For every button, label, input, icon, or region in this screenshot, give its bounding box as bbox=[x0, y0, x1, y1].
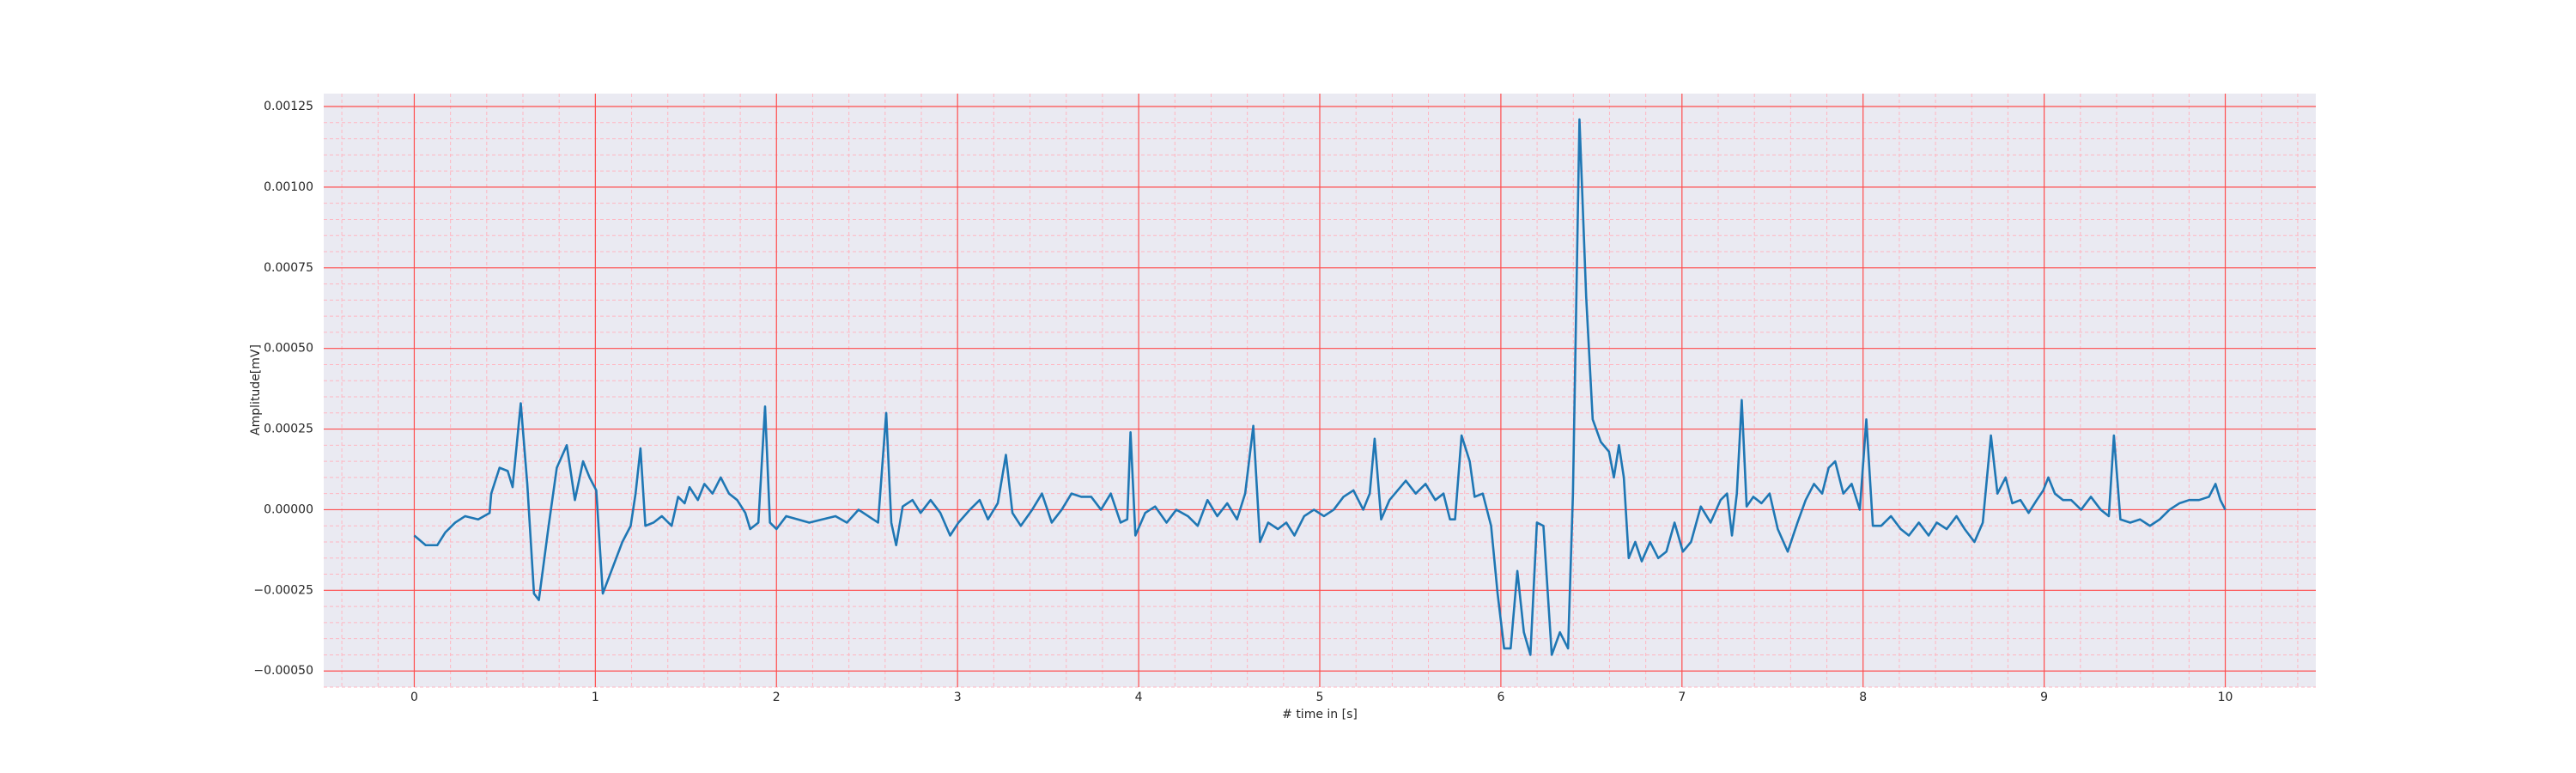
y-tick-label: −0.00025 bbox=[253, 583, 313, 597]
x-tick-label: 3 bbox=[954, 691, 962, 704]
data-line bbox=[413, 118, 2227, 656]
x-tick-label: 2 bbox=[773, 691, 781, 704]
x-tick-label: 1 bbox=[592, 691, 599, 704]
y-tick-label: 0.00025 bbox=[264, 423, 313, 436]
y-tick-label: 0.00050 bbox=[264, 342, 313, 356]
y-tick-label: 0.00100 bbox=[264, 180, 313, 194]
x-tick-label: 6 bbox=[1497, 691, 1504, 704]
y-tick-label: 0.00125 bbox=[264, 100, 313, 113]
y-tick-label: 0.00000 bbox=[264, 502, 313, 516]
y-tick-label: −0.00050 bbox=[253, 664, 313, 678]
x-tick-label: 10 bbox=[2218, 691, 2233, 704]
y-axis-label: Amplitude[mV] bbox=[249, 344, 263, 435]
x-axis-label: # time in [s] bbox=[1282, 708, 1358, 721]
x-tick-label: 0 bbox=[410, 691, 418, 704]
y-tick-label: 0.00075 bbox=[264, 261, 313, 275]
x-tick-label: 5 bbox=[1316, 691, 1324, 704]
x-tick-label: 8 bbox=[1859, 691, 1867, 704]
x-tick-label: 7 bbox=[1678, 691, 1686, 704]
x-tick-label: 4 bbox=[1135, 691, 1143, 704]
x-tick-label: 9 bbox=[2040, 691, 2048, 704]
